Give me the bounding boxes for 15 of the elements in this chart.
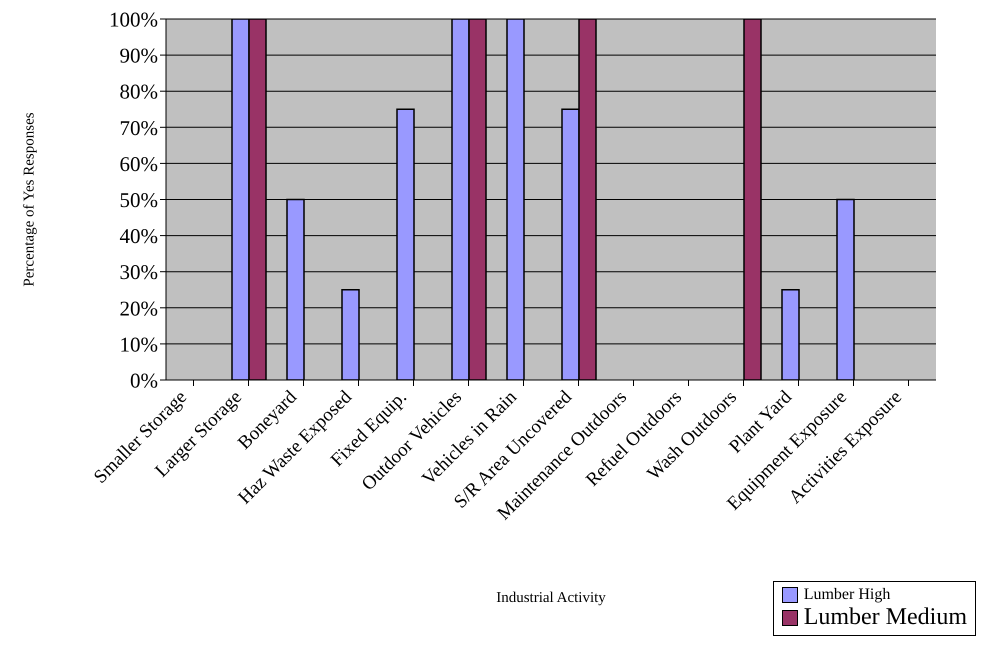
y-tick-label: 60% — [120, 152, 158, 176]
y-tick-label: 0% — [130, 368, 158, 392]
legend-label: Lumber Medium — [804, 604, 967, 631]
y-tick-label: 50% — [120, 188, 158, 212]
y-tick-label: 90% — [120, 44, 158, 68]
x-axis-title: Industrial Activity — [496, 590, 606, 606]
y-tick-label: 30% — [120, 260, 158, 284]
y-axis-title: Percentage of Yes Responses — [21, 112, 38, 287]
y-tick-label: 20% — [120, 296, 158, 320]
y-tick-label: 80% — [120, 80, 158, 104]
y-tick-label: 70% — [120, 116, 158, 140]
y-tick-label: 40% — [120, 224, 158, 248]
legend-label: Lumber High — [804, 586, 890, 604]
y-tick-label: 100% — [109, 7, 158, 32]
y-tick-label: 10% — [120, 332, 158, 356]
